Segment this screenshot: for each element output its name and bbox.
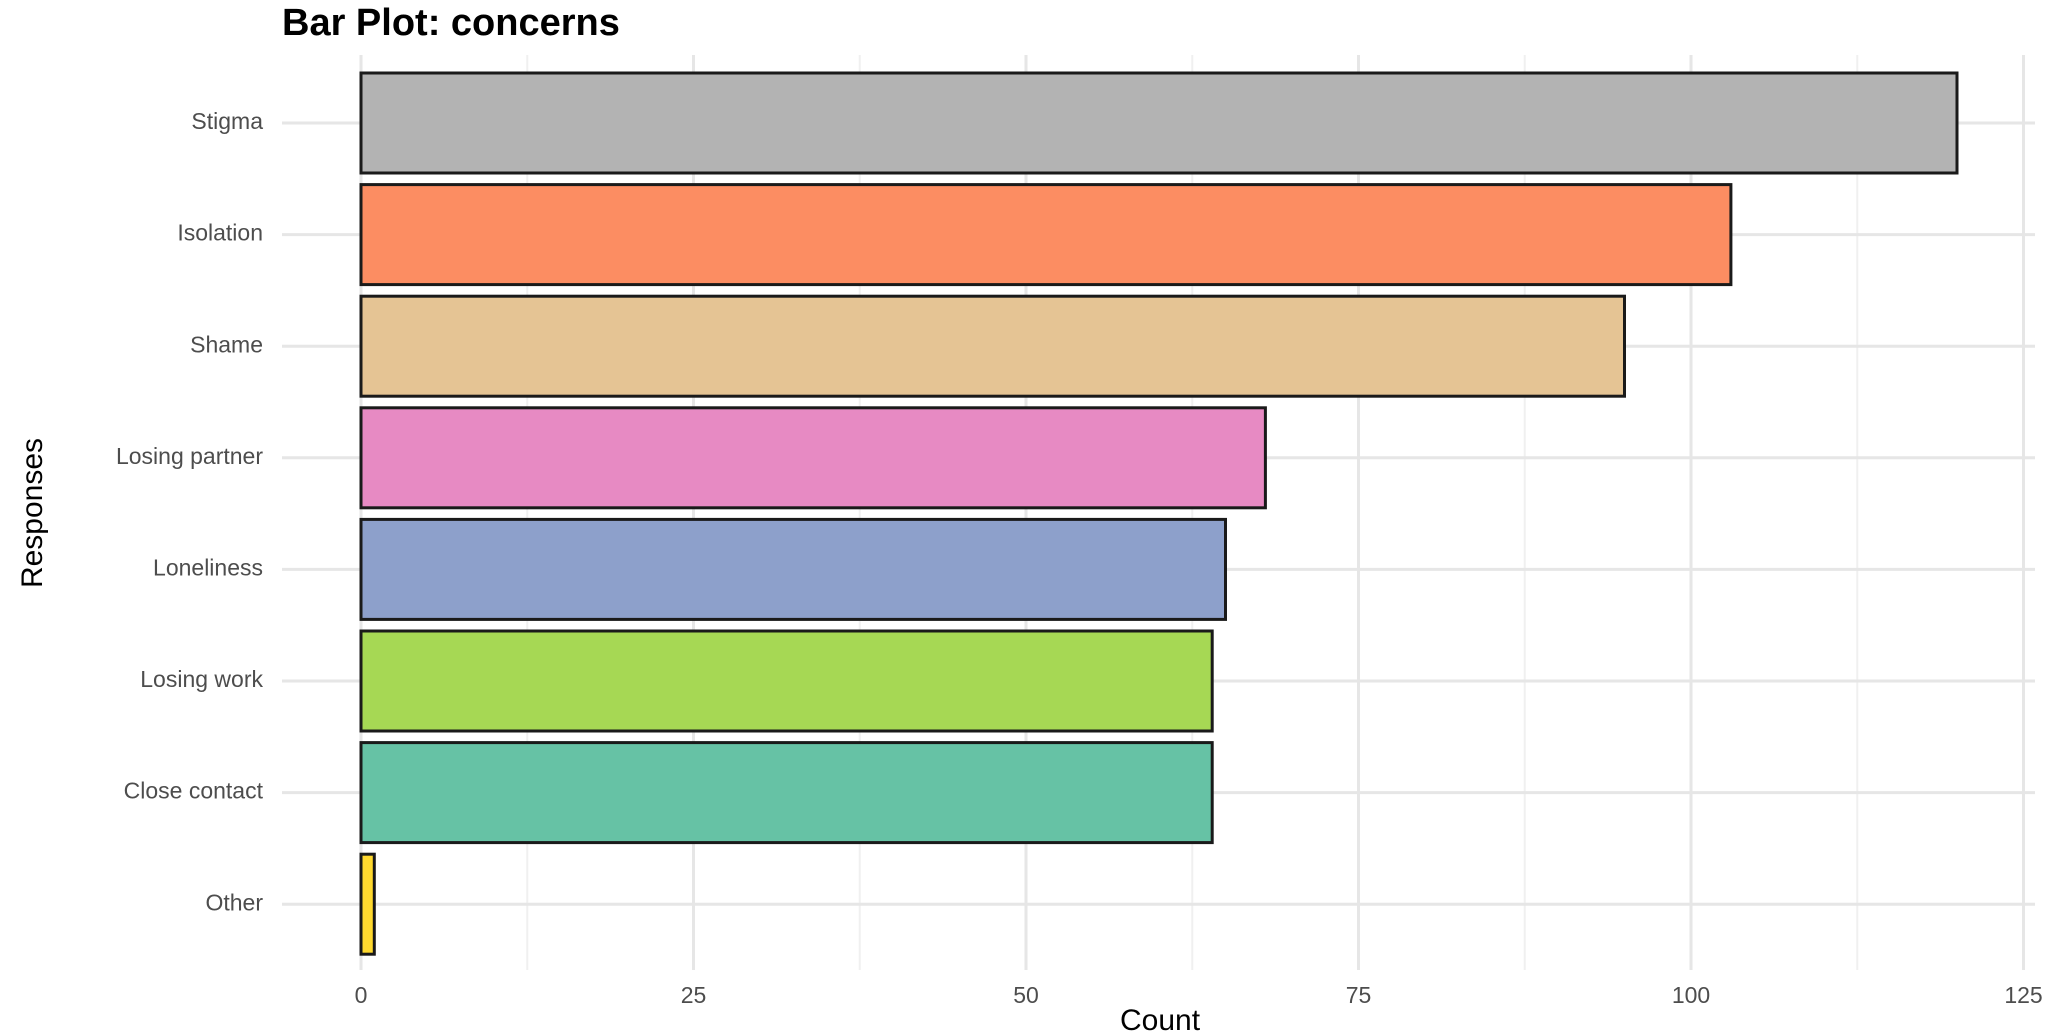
x-tick-label: 125	[2004, 982, 2042, 1008]
bar	[359, 294, 1626, 398]
y-tick-label: Losing partner	[116, 443, 263, 469]
x-tick-label: 25	[681, 982, 707, 1008]
bar	[359, 517, 1227, 621]
y-tick-label: Stigma	[191, 108, 263, 134]
y-tick-label: Losing work	[140, 666, 263, 692]
x-tick-label: 50	[1013, 982, 1039, 1008]
y-tick-label: Close contact	[124, 778, 264, 804]
bar	[359, 71, 1959, 175]
y-tick-label: Loneliness	[153, 554, 263, 580]
y-tick-label: Shame	[190, 331, 263, 357]
bar	[359, 629, 1214, 733]
x-tick-label: 75	[1346, 982, 1372, 1008]
y-tick-label: Isolation	[177, 220, 263, 246]
bar	[359, 406, 1267, 510]
bar	[359, 183, 1733, 287]
bars	[359, 71, 1959, 956]
y-tick-label: Other	[205, 889, 263, 915]
x-axis-tick-labels: 0 25 50 75 100 125	[355, 982, 2043, 1008]
bar	[359, 741, 1214, 845]
x-tick-label: 0	[355, 982, 368, 1008]
y-axis-title: Responses	[16, 438, 49, 588]
bar	[359, 852, 376, 956]
x-axis-title: Count	[1120, 1004, 1201, 1035]
x-tick-label: 100	[1672, 982, 1710, 1008]
y-axis-tick-labels: Stigma Isolation Shame Losing partner Loneli…	[116, 108, 264, 915]
chart-title: Bar Plot: concerns	[282, 2, 620, 44]
